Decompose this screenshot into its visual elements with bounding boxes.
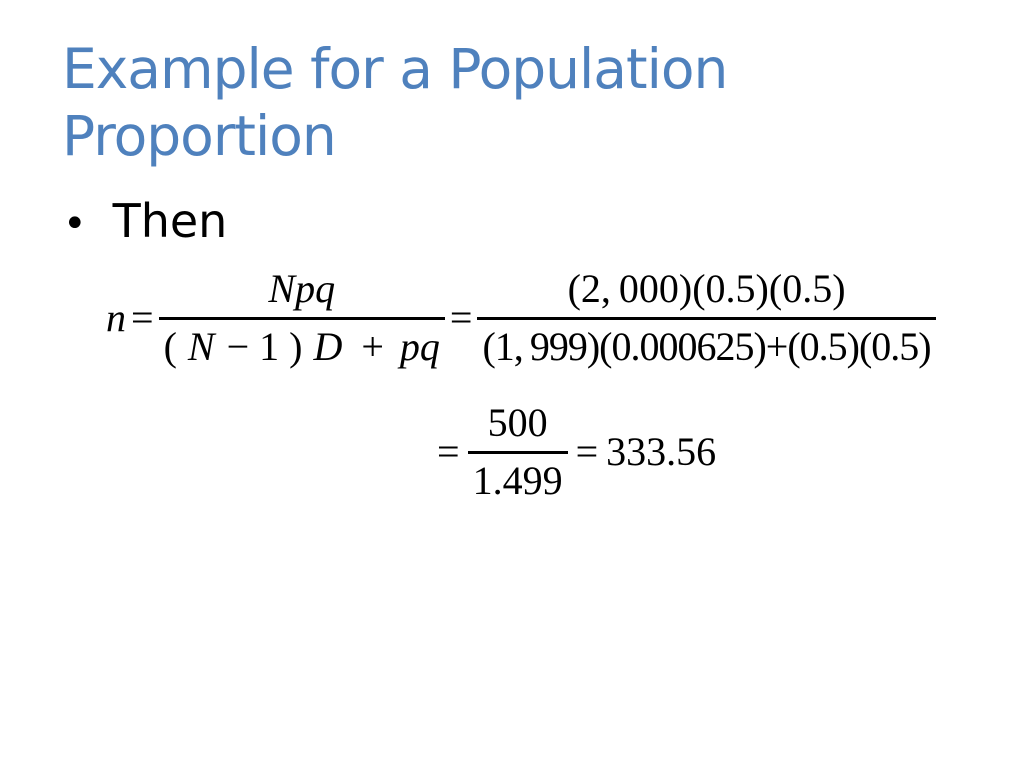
math-var-pq: pq [399, 324, 440, 369]
math-var-D: D [313, 324, 343, 369]
math-var-n: n [106, 295, 126, 340]
fraction-denominator: (1, 999)(0.000625)+(0.5)(0.5) [482, 324, 931, 369]
equation-line-1: n = Npq ( N − 1 ) D + pq = (2, 000)(0.5)… [106, 266, 936, 370]
plus-sign: + [361, 324, 384, 369]
fraction-result: 500 1.499 [467, 400, 568, 504]
fraction-numerator: 500 [467, 400, 568, 454]
equals-sign: = [575, 429, 599, 474]
title-line-1: Example for a Population [62, 37, 728, 101]
math-var-N: N [187, 324, 215, 369]
minus-sign: − [226, 324, 250, 369]
number-one: 1 [259, 324, 280, 369]
equals-sign: = [131, 295, 154, 340]
paren-open: ( [163, 324, 177, 369]
bullet-item: • Then [63, 194, 227, 248]
paren-close: ) [289, 324, 303, 369]
equation-line-2: = 500 1.499 = 333.56 [429, 400, 716, 504]
fraction-symbolic: Npq ( N − 1 ) D + pq [158, 266, 445, 370]
fraction-numeric: (2, 000)(0.5)(0.5) (1, 999)(0.000625)+(0… [477, 266, 936, 370]
equals-sign: = [437, 429, 460, 474]
bullet-marker-icon: • [63, 201, 87, 247]
math-result: 333.56 [606, 429, 717, 474]
page-title: Example for a Population Proportion [62, 36, 922, 170]
fraction-numerator: Npq [158, 266, 445, 320]
fraction-numerator: (2, 000)(0.5)(0.5) [477, 266, 936, 320]
equals-sign: = [449, 295, 473, 340]
fraction-denominator: ( N − 1 ) D + pq [159, 320, 445, 370]
title-line-2: Proportion [62, 104, 337, 168]
bullet-text: Then [112, 194, 228, 248]
fraction-denominator: 1.499 [472, 458, 563, 503]
